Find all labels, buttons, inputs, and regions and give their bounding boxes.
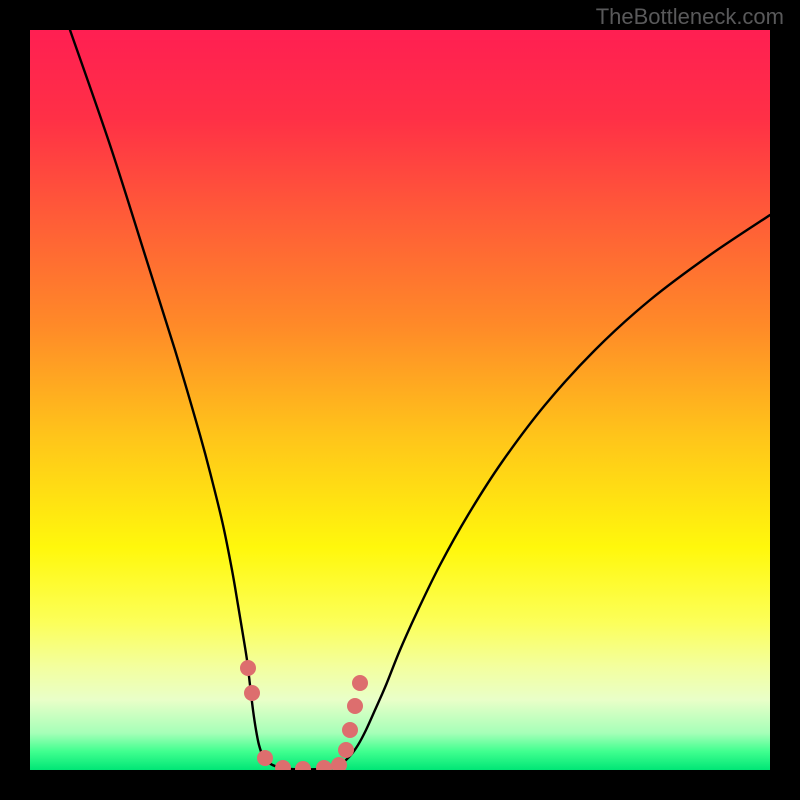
chart-frame: TheBottleneck.com bbox=[0, 0, 800, 800]
data-marker bbox=[342, 722, 358, 738]
data-marker bbox=[352, 675, 368, 691]
data-marker bbox=[257, 750, 273, 766]
data-marker bbox=[244, 685, 260, 701]
watermark-text: TheBottleneck.com bbox=[596, 4, 784, 30]
data-marker bbox=[347, 698, 363, 714]
data-marker bbox=[338, 742, 354, 758]
gradient-background bbox=[30, 30, 770, 770]
plot-svg bbox=[30, 30, 770, 770]
plot-area bbox=[30, 30, 770, 770]
data-marker bbox=[240, 660, 256, 676]
